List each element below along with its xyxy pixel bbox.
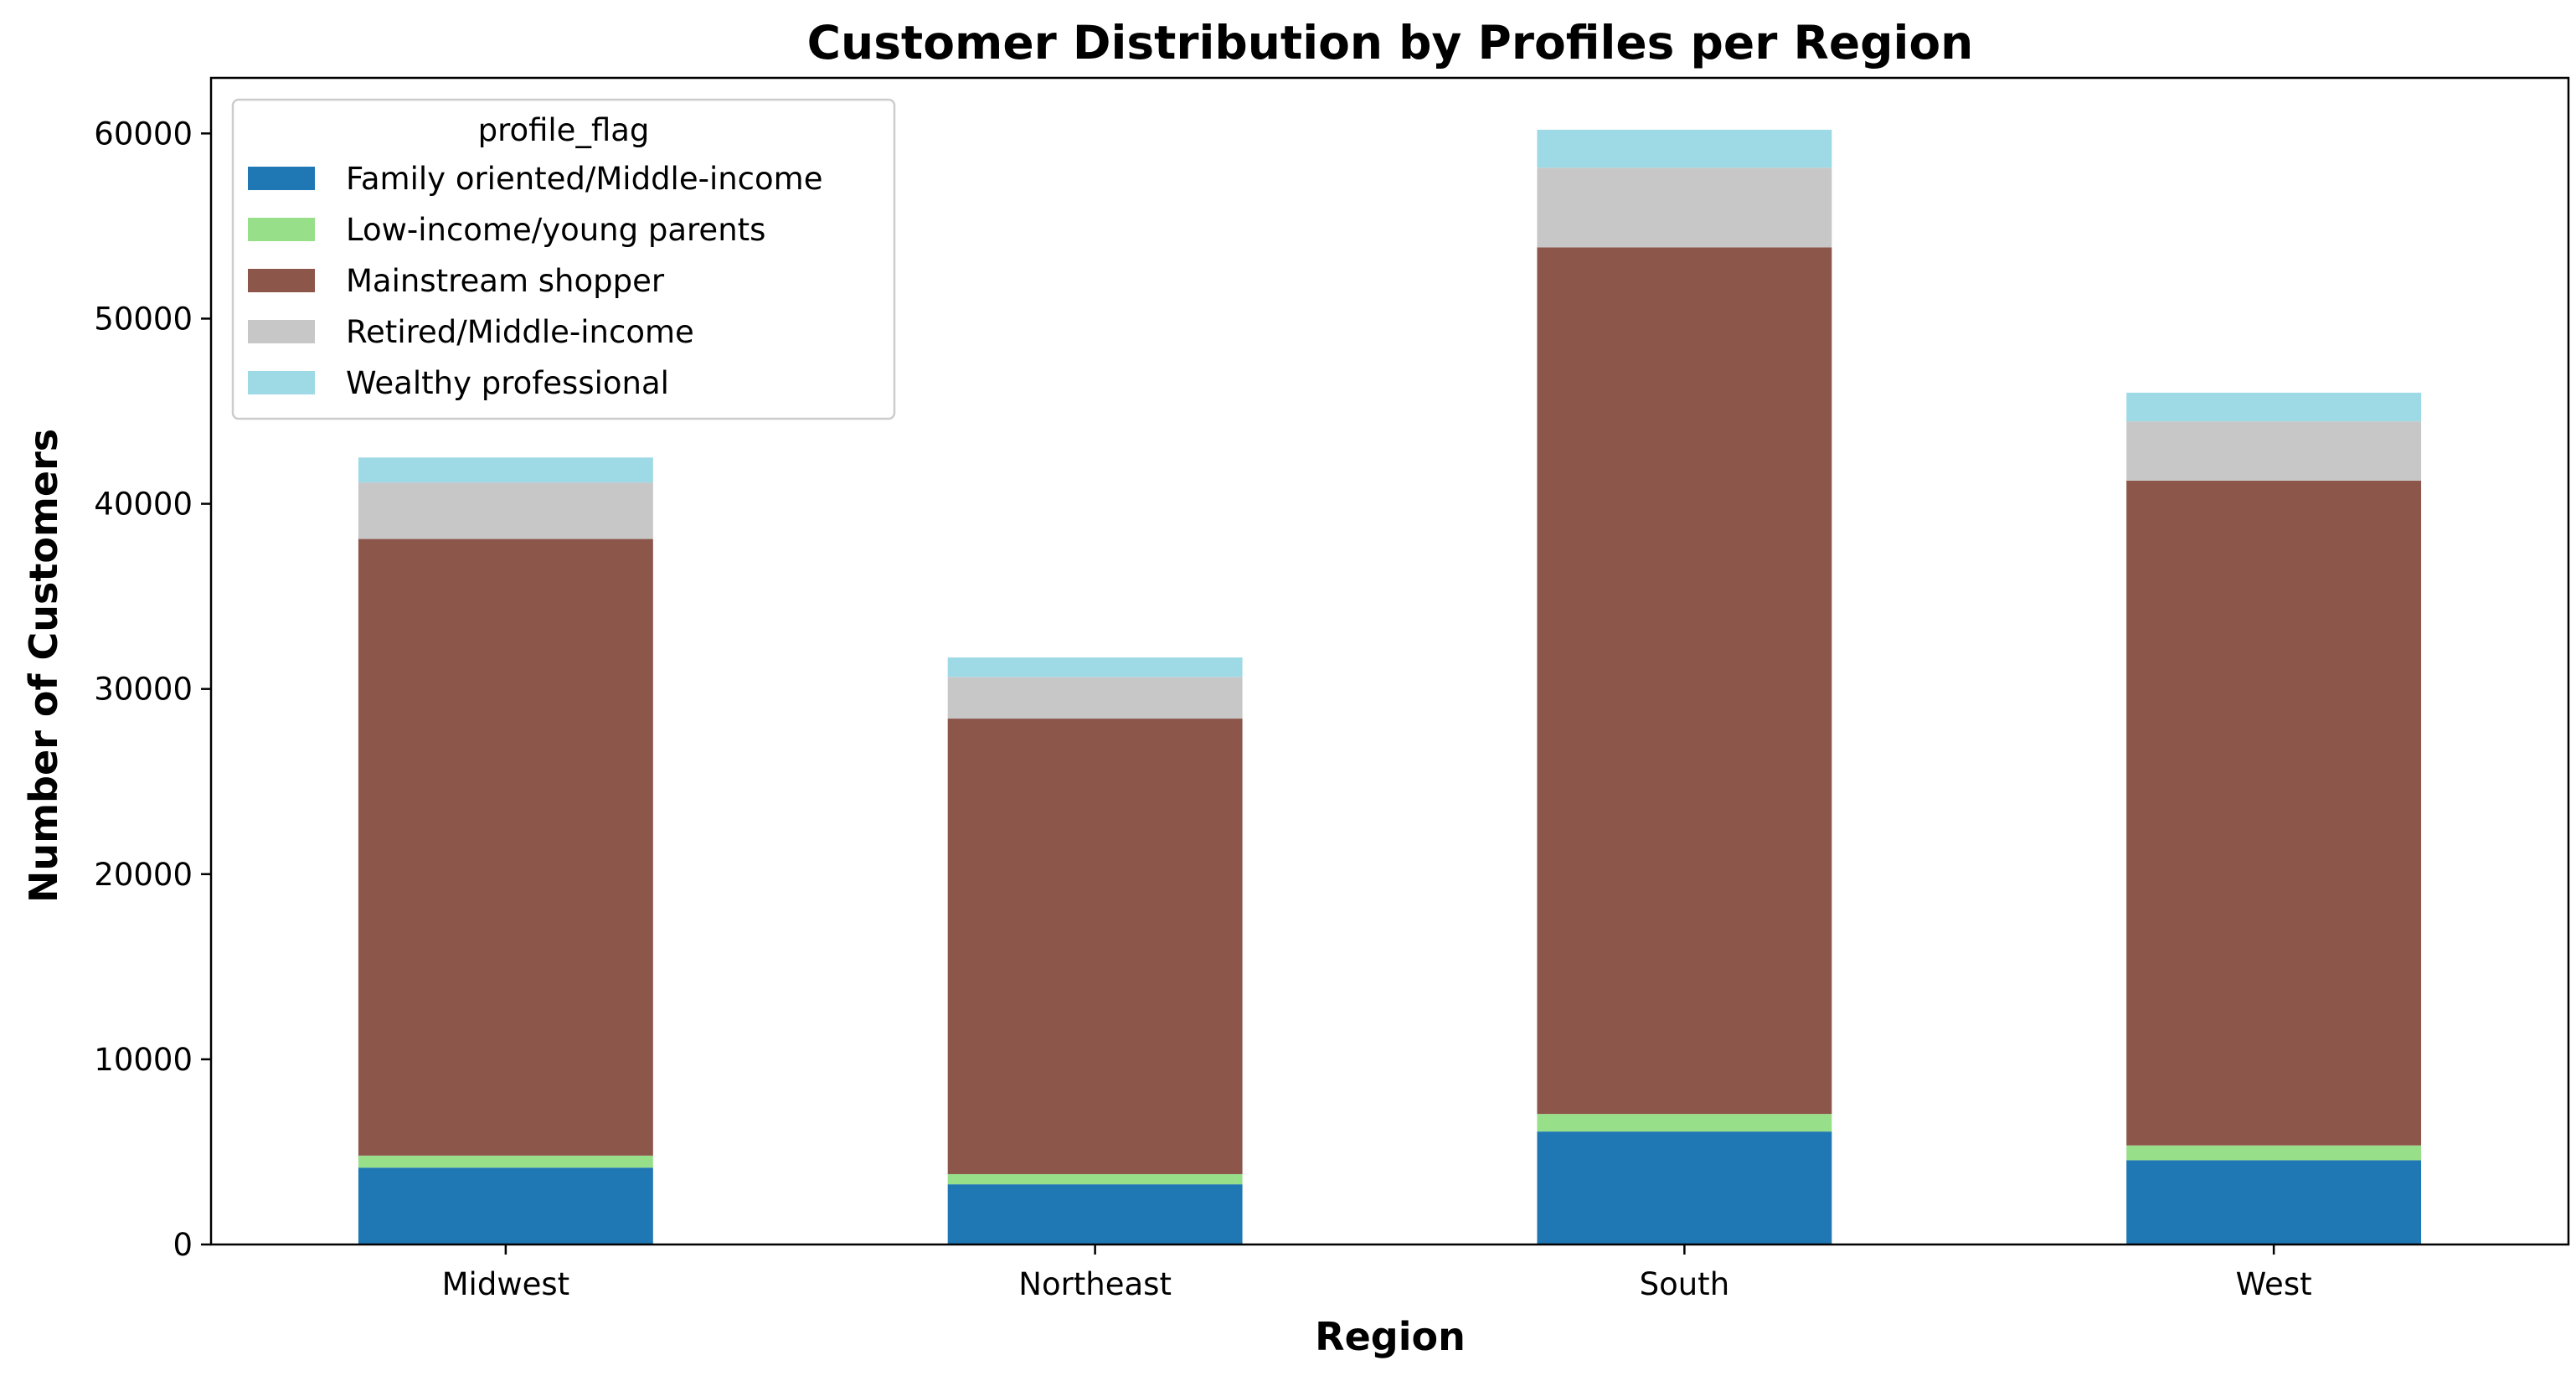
y-tick-label: 0 <box>173 1227 193 1263</box>
bar-northeast-wealthy-professional <box>947 657 1243 678</box>
legend-swatch-mainstream-shopper <box>248 269 315 292</box>
x-tick-label-west: West <box>2236 1266 2312 1302</box>
legend: profile_flag Family oriented/Middle-incom… <box>231 98 896 420</box>
legend-label-family-oriented-middle-income: Family oriented/Middle-income <box>346 161 822 197</box>
bar-stack-west <box>2126 392 2422 1244</box>
bar-west-low-income-young-parents <box>2126 1145 2422 1161</box>
legend-label-mainstream-shopper: Mainstream shopper <box>346 263 665 299</box>
bar-northeast-low-income-young-parents <box>947 1173 1243 1185</box>
legend-label-wealthy-professional: Wealthy professional <box>346 365 669 401</box>
bar-west-wealthy-professional <box>2126 392 2422 422</box>
plot-frame <box>209 76 2570 1246</box>
y-tick-label: 30000 <box>94 672 193 708</box>
bar-south-family-oriented-middle-income <box>1537 1131 1832 1244</box>
x-tick-label-northeast: Northeast <box>1018 1266 1172 1302</box>
y-axis-label: Number of Customers <box>21 429 66 903</box>
bar-south-low-income-young-parents <box>1537 1114 1832 1132</box>
bar-west-family-oriented-middle-income <box>2126 1160 2422 1244</box>
x-axis-label: Region <box>1315 1314 1466 1359</box>
y-tick-label: 50000 <box>94 301 193 337</box>
legend-title: profile_flag <box>478 112 650 148</box>
bar-midwest-low-income-young-parents <box>358 1155 653 1168</box>
bar-stack-northeast <box>947 657 1243 1244</box>
bar-stack-south <box>1537 129 1832 1244</box>
bar-west-retired-middle-income <box>2126 421 2422 481</box>
y-axis: 0 10000 20000 30000 40000 50000 60000 <box>94 116 211 1263</box>
legend-swatch-low-income-young-parents <box>248 218 315 241</box>
bar-south-wealthy-professional <box>1537 129 1832 168</box>
x-axis: Midwest Northeast South West <box>442 1244 2312 1302</box>
y-tick-label: 10000 <box>94 1042 193 1078</box>
bar-northeast-family-oriented-middle-income <box>947 1184 1243 1244</box>
legend-label-low-income-young-parents: Low-income/young parents <box>346 212 765 248</box>
bar-midwest-wealthy-professional <box>358 457 653 483</box>
y-tick-label: 60000 <box>94 116 193 152</box>
bar-south-mainstream-shopper <box>1537 247 1832 1115</box>
y-tick-label: 20000 <box>94 857 193 893</box>
legend-swatch-family-oriented-middle-income <box>248 167 315 190</box>
bar-midwest-retired-middle-income <box>358 482 653 539</box>
bar-stack-midwest <box>358 457 653 1244</box>
y-tick-label: 40000 <box>94 487 193 523</box>
bar-midwest-family-oriented-middle-income <box>358 1167 653 1244</box>
legend-swatch-retired-middle-income <box>248 320 315 343</box>
bars-layer <box>358 129 2422 1244</box>
legend-label-retired-middle-income: Retired/Middle-income <box>346 314 694 350</box>
x-tick-label-midwest: Midwest <box>442 1266 570 1302</box>
legend-swatch-wealthy-professional <box>248 371 315 394</box>
chart-title: Customer Distribution by Profiles per Re… <box>807 16 1974 70</box>
bar-west-mainstream-shopper <box>2126 480 2422 1146</box>
bar-south-retired-middle-income <box>1537 167 1832 248</box>
bar-northeast-mainstream-shopper <box>947 719 1243 1174</box>
bar-midwest-mainstream-shopper <box>358 538 653 1156</box>
x-tick-label-south: South <box>1640 1266 1730 1302</box>
legend-box <box>231 98 896 420</box>
bar-northeast-retired-middle-income <box>947 677 1243 719</box>
